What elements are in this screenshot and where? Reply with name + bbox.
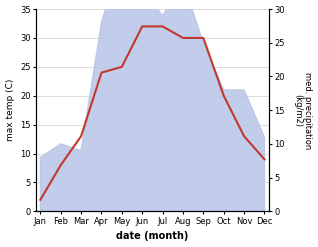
Y-axis label: med. precipitation
(kg/m2): med. precipitation (kg/m2): [293, 72, 313, 149]
Y-axis label: max temp (C): max temp (C): [5, 79, 15, 141]
X-axis label: date (month): date (month): [116, 231, 189, 242]
